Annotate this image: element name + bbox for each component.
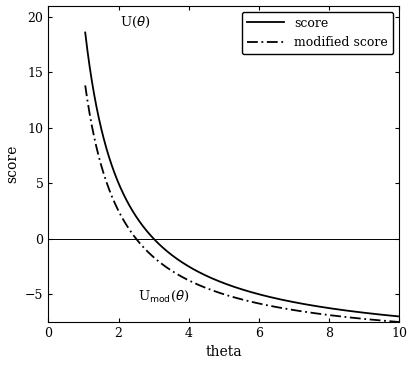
- Y-axis label: score: score: [5, 145, 19, 183]
- modified score: [397, 320, 402, 324]
- X-axis label: theta: theta: [206, 345, 242, 360]
- modified score: [328, 313, 333, 318]
- score: [83, 30, 88, 35]
- modified score: [333, 314, 338, 318]
- Line: modified score: modified score: [85, 85, 399, 322]
- Text: U($\theta$): U($\theta$): [120, 15, 151, 30]
- Legend: score, modified score: score, modified score: [242, 12, 393, 54]
- score: [328, 306, 333, 311]
- Line: score: score: [85, 32, 399, 316]
- modified score: [83, 83, 88, 88]
- score: [210, 276, 215, 281]
- score: [333, 307, 338, 311]
- score: [115, 178, 120, 182]
- modified score: [210, 288, 215, 292]
- score: [397, 314, 402, 319]
- modified score: [115, 206, 120, 211]
- score: [299, 301, 304, 306]
- score: [221, 281, 226, 285]
- Text: U$_{\rm mod}$($\theta$): U$_{\rm mod}$($\theta$): [138, 289, 190, 304]
- modified score: [221, 292, 226, 296]
- modified score: [299, 309, 304, 314]
